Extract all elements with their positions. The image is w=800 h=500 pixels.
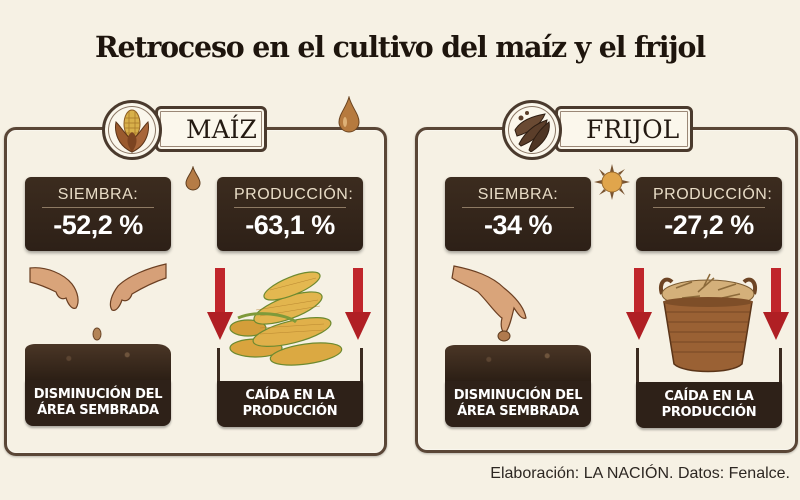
maiz-produccion-stat: PRODUCCIÓN: -63,1 % bbox=[217, 177, 363, 251]
maiz-label-text: MAÍZ bbox=[186, 114, 257, 144]
maiz-produccion-caption: CAÍDA EN LA PRODUCCIÓN bbox=[217, 381, 363, 427]
frijol-produccion-stat: PRODUCCIÓN: -27,2 % bbox=[636, 177, 782, 251]
stat-value: -27,2 % bbox=[664, 210, 754, 240]
frijol-label: FRIJOL bbox=[555, 106, 693, 152]
soil-illustration bbox=[445, 345, 591, 381]
frijol-label-text: FRIJOL bbox=[586, 114, 680, 144]
bean-pods-icon bbox=[502, 100, 562, 160]
down-arrow-icon bbox=[626, 268, 652, 340]
source-credit: Elaboración: LA NACIÓN. Datos: Fenalce. bbox=[490, 465, 790, 482]
down-arrow-icon bbox=[345, 268, 371, 340]
frijol-siembra-stat: SIEMBRA: -34 % bbox=[445, 177, 591, 251]
stat-label: SIEMBRA: bbox=[462, 186, 574, 208]
hand-planting-illustration bbox=[451, 265, 527, 342]
hands-sowing-illustration bbox=[29, 263, 167, 341]
corn-pile-illustration bbox=[229, 271, 343, 366]
bracket-outline bbox=[636, 348, 782, 382]
bracket-outline bbox=[217, 348, 363, 382]
maiz-siembra-caption: DISMINUCIÓN DEL ÁREA SEMBRADA bbox=[25, 380, 171, 426]
down-arrow-icon bbox=[763, 268, 789, 340]
soil-illustration bbox=[25, 344, 171, 380]
stat-value: -63,1 % bbox=[245, 210, 335, 240]
corn-icon bbox=[102, 100, 162, 160]
maiz-siembra-stat: SIEMBRA: -52,2 % bbox=[25, 177, 171, 251]
frijol-produccion-caption: CAÍDA EN LA PRODUCCIÓN bbox=[636, 382, 782, 428]
down-arrow-icon bbox=[207, 268, 233, 340]
water-drop-icon bbox=[338, 96, 360, 133]
stat-label: PRODUCCIÓN: bbox=[234, 186, 353, 208]
stat-value: -34 % bbox=[483, 210, 553, 240]
frijol-siembra-caption: DISMINUCIÓN DEL ÁREA SEMBRADA bbox=[445, 381, 591, 427]
stat-label: PRODUCCIÓN: bbox=[653, 186, 772, 208]
maiz-label: MAÍZ bbox=[155, 106, 267, 152]
sun-icon bbox=[594, 164, 630, 200]
small-drop-icon bbox=[185, 166, 201, 191]
stat-label: SIEMBRA: bbox=[42, 186, 154, 208]
stat-value: -52,2 % bbox=[53, 210, 143, 240]
infographic-title: Retroceso en el cultivo del maíz y el fr… bbox=[95, 30, 706, 64]
bean-basket-illustration bbox=[659, 273, 757, 373]
